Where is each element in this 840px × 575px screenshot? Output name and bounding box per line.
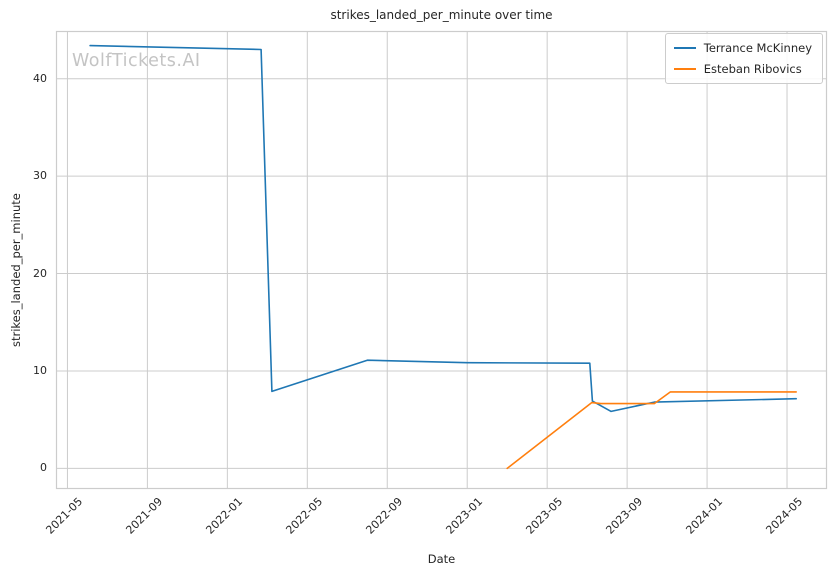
legend-item: Terrance McKinney — [673, 41, 812, 55]
y-tick-label: 30 — [33, 169, 47, 183]
legend-swatch — [673, 68, 696, 70]
chart-title: strikes_landed_per_minute over time — [330, 8, 553, 22]
legend-item: Esteban Ribovics — [673, 62, 812, 76]
axes-frame — [55, 30, 828, 490]
x-axis-label: Date — [427, 552, 456, 566]
y-tick-label: 10 — [33, 363, 47, 377]
series-line-terrance-mckinney — [89, 44, 798, 413]
legend-swatch — [673, 47, 696, 49]
y-tick-label: 40 — [33, 71, 47, 85]
series-line-esteban-ribovics — [506, 391, 798, 470]
legend-label: Esteban Ribovics — [703, 62, 802, 76]
watermark: WolfTickets.AI — [72, 51, 201, 71]
y-tick-label: 0 — [40, 461, 47, 475]
legend-label: Terrance McKinney — [703, 41, 812, 55]
y-tick-label: 20 — [33, 266, 47, 280]
legend: Terrance McKinney Esteban Ribovics — [664, 33, 823, 84]
